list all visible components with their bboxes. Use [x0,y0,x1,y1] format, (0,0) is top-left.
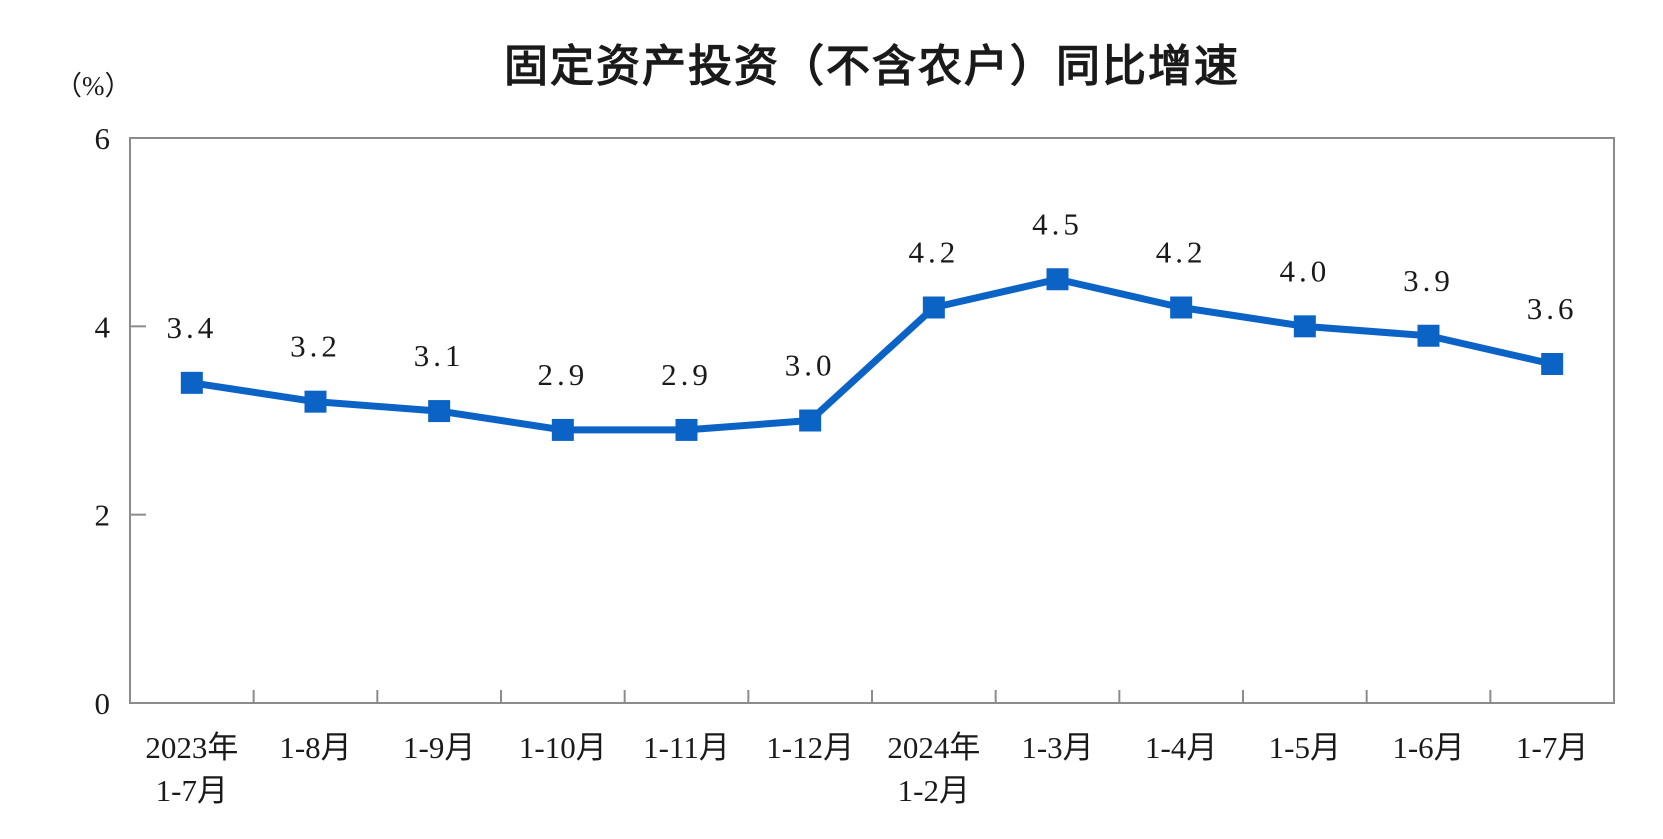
data-point-marker [180,371,203,394]
data-point-marker [799,409,822,432]
data-label: 3.9 [1403,263,1454,298]
data-point-marker [304,390,327,413]
data-point-marker [1417,324,1440,347]
x-tick-label: 1-4月 [1145,730,1217,765]
x-tick-label: 1-7月 [156,773,228,808]
data-label: 3.1 [414,338,465,373]
series-line [188,275,1556,434]
y-tick-label: 0 [95,686,111,721]
x-tick-label: 2024年 [887,730,980,765]
data-label: 4.2 [1156,235,1207,270]
x-tick-label: 1-3月 [1021,730,1093,765]
data-point-marker [551,418,574,441]
x-tick-label: 1-7月 [1516,730,1588,765]
y-tick-label: 4 [95,309,111,344]
data-label: 2.9 [537,357,588,392]
data-label: 2.9 [661,357,712,392]
y-axis-unit-label: （%） [55,71,132,101]
data-label: 4.0 [1279,253,1330,288]
data-label: 3.6 [1527,291,1578,326]
data-point-marker [428,400,451,423]
y-tick-label: 6 [95,121,111,156]
x-tick-label: 1-5月 [1269,730,1341,765]
x-tick-label: 1-10月 [519,730,607,765]
x-tick-label: 1-11月 [643,730,730,765]
x-tick-label: 1-12月 [766,730,854,765]
data-label: 4.2 [908,235,959,270]
y-tick-label: 2 [95,498,111,533]
data-label: 3.2 [290,329,341,364]
data-label: 4.5 [1032,206,1083,241]
x-tick-label: 2023年 [145,730,238,765]
x-tick-label: 1-6月 [1392,730,1464,765]
data-point-marker [675,418,698,441]
data-point-marker [922,296,945,319]
data-label: 3.0 [785,348,836,383]
data-point-marker [1170,296,1193,319]
x-tick-label: 1-2月 [898,773,970,808]
x-tick-label: 1-8月 [279,730,351,765]
x-tick-label: 1-9月 [403,730,475,765]
data-point-marker [1293,315,1316,338]
data-point-marker [1541,353,1564,375]
data-label: 3.4 [166,310,217,345]
plot-border [129,137,1615,704]
chart-title: 固定资产投资（不含农户）同比增速 [504,42,1240,91]
data-point-marker [1046,268,1069,291]
